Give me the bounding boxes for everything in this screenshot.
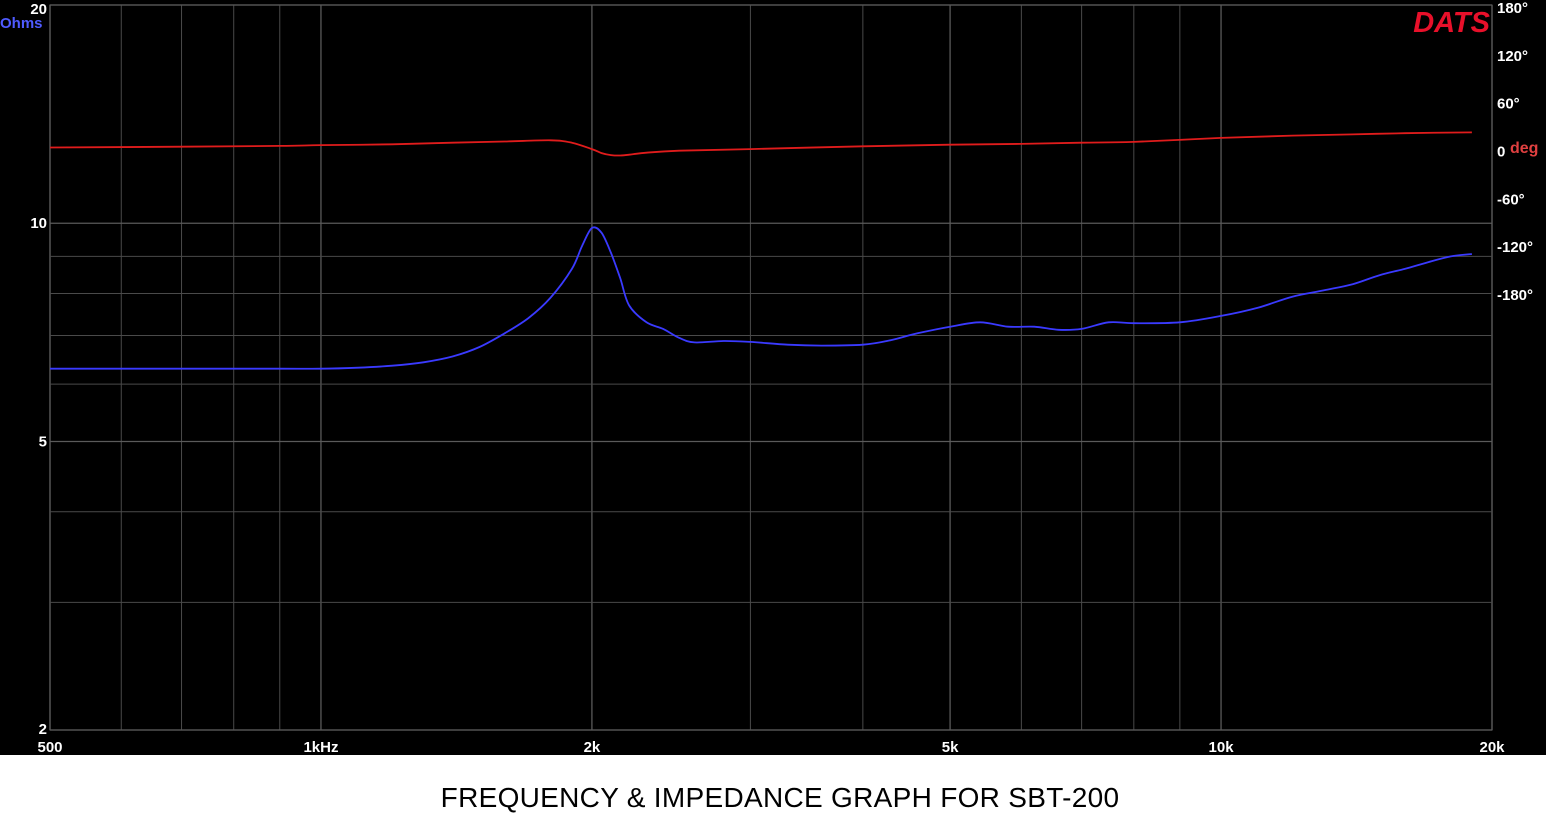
y2-tick-label: 0 <box>1497 144 1505 161</box>
grid-layer <box>49 4 1493 731</box>
chart-area: 500 1kHz 2k 5k 10k 20k 20 10 5 2 180° 120° 60° 0 -60° -… <box>0 0 1546 755</box>
x-tick-label: 10k <box>1209 739 1235 755</box>
y-tick-label: 2 <box>39 721 47 738</box>
impedance-phase-chart: 500 1kHz 2k 5k 10k 20k 20 10 5 2 180° 120° 60° 0 -60° -… <box>0 0 1538 755</box>
curve-layer <box>49 131 1473 370</box>
label-layer: 500 1kHz 2k 5k 10k 20k 20 10 5 2 180° 120° 60° 0 -60° -… <box>30 0 1533 755</box>
x-tick-label: 500 <box>37 739 62 755</box>
x-tick-label: 1kHz <box>303 739 338 755</box>
y2-tick-label: 180° <box>1497 0 1528 17</box>
brand-logo: DATS <box>1413 7 1490 39</box>
y2-tick-label: -180° <box>1497 287 1533 304</box>
right-axis-unit: deg <box>1510 140 1538 157</box>
phase-curve <box>49 131 1472 157</box>
left-axis-unit: Ohms <box>0 15 43 32</box>
x-tick-label: 5k <box>942 739 959 755</box>
y-tick-label: 10 <box>30 215 47 232</box>
y2-tick-label: 120° <box>1497 48 1528 65</box>
y-tick-label: 20 <box>30 1 47 18</box>
y2-tick-label: 60° <box>1497 96 1520 113</box>
x-tick-label: 2k <box>584 739 601 755</box>
y2-tick-label: -60° <box>1497 191 1525 208</box>
graph-caption: FREQUENCY & IMPEDANCE GRAPH FOR SBT-200 <box>440 782 1120 813</box>
plot-frame <box>49 4 1493 731</box>
x-tick-label: 20k <box>1479 739 1505 755</box>
impedance-curve <box>50 226 1473 370</box>
y2-tick-label: -120° <box>1497 239 1533 256</box>
y-tick-label: 5 <box>39 433 47 450</box>
